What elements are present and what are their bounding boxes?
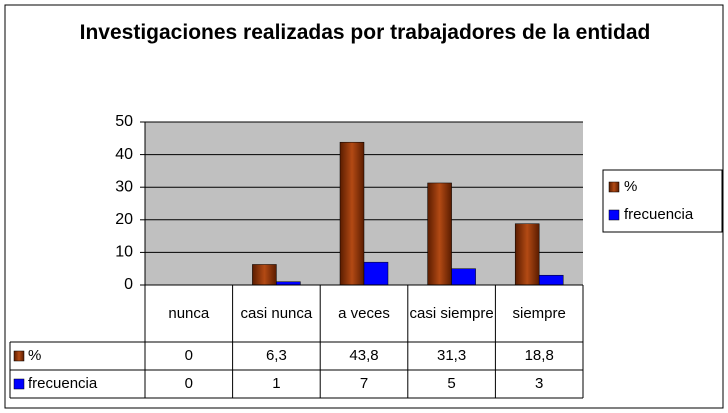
table-value: 31,3 bbox=[437, 347, 466, 364]
bar bbox=[252, 264, 277, 286]
legend-box bbox=[602, 169, 723, 233]
table-value: 0 bbox=[185, 375, 193, 392]
x-tick-label: casi siempre bbox=[409, 304, 494, 322]
y-tick-label: 40 bbox=[115, 146, 133, 163]
bar bbox=[363, 261, 389, 286]
bar bbox=[514, 223, 540, 286]
y-tick-label: 20 bbox=[115, 211, 133, 228]
bar bbox=[427, 182, 452, 286]
table-row-label: % bbox=[28, 347, 41, 364]
bar bbox=[451, 268, 476, 286]
bar bbox=[538, 274, 564, 286]
y-tick-label: 50 bbox=[115, 113, 133, 130]
y-tick-label: 30 bbox=[115, 178, 133, 195]
title-box: Investigaciones realizadas por trabajado… bbox=[79, 21, 651, 44]
x-tick-label: a veces bbox=[338, 304, 390, 322]
table-key bbox=[13, 378, 25, 390]
table-value: 5 bbox=[447, 375, 455, 392]
category-cell: siempre bbox=[512, 304, 566, 322]
table-value: 7 bbox=[360, 375, 368, 392]
category-cell: a veces bbox=[338, 304, 390, 322]
y-tick-label: 0 bbox=[124, 276, 133, 293]
y-tick-label: 10 bbox=[115, 244, 133, 261]
legend-label: % bbox=[624, 178, 637, 195]
table-value: 6,3 bbox=[266, 347, 287, 364]
x-tick-label: siempre bbox=[512, 304, 566, 322]
table-value: 18,8 bbox=[525, 347, 554, 364]
table-value: 1 bbox=[272, 375, 280, 392]
legend-key bbox=[608, 181, 620, 193]
x-tick-label: nunca bbox=[168, 304, 210, 322]
category-cell: casi siempre bbox=[409, 304, 494, 322]
legend-key bbox=[608, 209, 620, 221]
table-value: 43,8 bbox=[349, 347, 378, 364]
chart-title: Investigaciones realizadas por trabajado… bbox=[79, 21, 651, 44]
table-key bbox=[13, 350, 25, 362]
bar bbox=[339, 141, 365, 286]
category-cell: casi nunca bbox=[240, 304, 313, 322]
table-value: 3 bbox=[535, 375, 543, 392]
x-tick-label: casi nunca bbox=[240, 304, 313, 322]
legend-label: frecuencia bbox=[624, 206, 694, 223]
table-row-label: frecuencia bbox=[28, 375, 98, 392]
table-value: 0 bbox=[185, 347, 193, 364]
category-cell: nunca bbox=[168, 304, 210, 322]
